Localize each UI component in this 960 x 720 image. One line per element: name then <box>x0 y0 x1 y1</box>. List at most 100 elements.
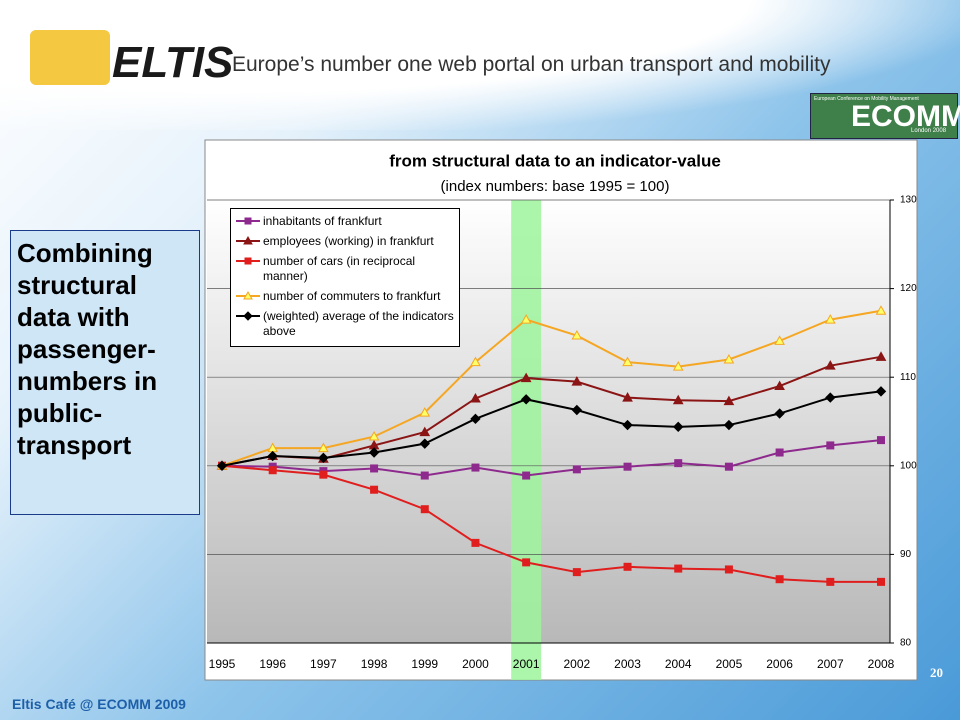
x-tick-label: 2004 <box>665 657 692 671</box>
point <box>824 314 836 324</box>
point <box>774 380 785 391</box>
point <box>244 217 252 225</box>
point <box>571 404 583 416</box>
point <box>370 464 379 473</box>
point <box>674 459 683 468</box>
point <box>774 335 785 345</box>
y-tick-label: 90 <box>900 549 912 560</box>
point <box>520 372 532 383</box>
point <box>243 311 253 321</box>
badge-small: European Conference on Mobility Manageme… <box>814 96 919 102</box>
point <box>775 448 784 457</box>
point <box>470 392 481 403</box>
x-tick-label: 2008 <box>868 657 895 671</box>
point <box>875 386 887 397</box>
point <box>724 565 733 574</box>
point <box>370 485 379 494</box>
point <box>723 395 735 406</box>
legend-label: employees (working) in frankfurt <box>263 234 434 248</box>
point <box>674 564 683 573</box>
point <box>470 356 481 367</box>
x-tick-label: 1997 <box>310 657 337 671</box>
point <box>267 450 278 462</box>
point <box>419 407 431 417</box>
series-line <box>221 439 882 477</box>
footer: Eltis Café @ ECOMM 2009 <box>12 696 186 712</box>
point <box>875 351 887 361</box>
x-tick-label: 2005 <box>716 657 743 671</box>
point <box>522 558 531 567</box>
side-text: Combining structural data with passenger… <box>10 230 200 515</box>
badge-sub: London 2008 <box>911 128 947 134</box>
point <box>420 471 429 480</box>
point <box>368 431 380 441</box>
legend-icon <box>236 290 260 300</box>
y-tick-label: 110 <box>900 372 916 383</box>
point <box>875 305 887 315</box>
point <box>825 392 836 403</box>
x-tick-label: 1996 <box>259 657 286 671</box>
point <box>471 463 480 472</box>
legend-label: inhabitants of frankfurt <box>263 214 382 228</box>
badge: European Conference on Mobility Manageme… <box>810 93 960 139</box>
y-tick-label: 80 <box>900 638 912 649</box>
point <box>775 575 784 584</box>
x-tick-label: 1998 <box>361 657 388 671</box>
point <box>723 353 735 364</box>
point <box>420 505 429 514</box>
legend-entry: employees (working) in frankfurt <box>235 234 455 249</box>
point <box>877 436 885 445</box>
y-tick-label: 100 <box>900 460 917 471</box>
point <box>672 361 684 371</box>
legend-icon <box>236 311 260 321</box>
point <box>243 235 253 245</box>
series-line <box>221 390 882 467</box>
point <box>622 356 633 367</box>
point <box>571 376 583 386</box>
highlight-band <box>511 200 542 680</box>
point <box>244 257 252 265</box>
point <box>673 421 684 433</box>
y-tick-label: 120 <box>900 283 917 294</box>
point <box>623 562 632 571</box>
badge-title: ECOMM <box>851 100 960 133</box>
x-tick-label: 2007 <box>817 657 844 671</box>
point <box>268 466 277 475</box>
point <box>419 438 430 449</box>
point <box>243 290 253 300</box>
legend-icon <box>236 257 260 265</box>
legend-icon <box>236 235 260 245</box>
legend: inhabitants of frankfurt employees (worki… <box>230 208 460 347</box>
point <box>774 408 785 419</box>
x-tick-label: 2001 <box>513 657 540 671</box>
x-tick-label: 1995 <box>209 657 236 671</box>
point <box>824 360 836 370</box>
tagline: Europe’s number one web portal on urban … <box>232 53 831 76</box>
point <box>571 330 583 340</box>
x-tick-label: 2002 <box>563 657 590 671</box>
x-tick-label: 2000 <box>462 657 489 671</box>
legend-label: (weighted) average of the indicators abo… <box>263 309 454 338</box>
logo: ELTIS <box>112 38 234 87</box>
legend-entry: inhabitants of frankfurt <box>235 214 455 229</box>
header-band <box>0 0 960 130</box>
x-tick-label: 1999 <box>411 657 438 671</box>
chart-subtitle: (index numbers: base 1995 = 100) <box>441 178 670 195</box>
legend-label: number of commuters to frankfurt <box>263 289 441 303</box>
point <box>216 460 228 472</box>
y-tick-label: 130 <box>900 195 917 206</box>
point <box>826 577 835 586</box>
logo-icon <box>30 30 110 85</box>
point <box>572 465 581 474</box>
series-line <box>221 464 881 583</box>
x-tick-label: 2003 <box>614 657 641 671</box>
point <box>470 413 481 425</box>
point <box>522 471 531 480</box>
point <box>520 394 532 405</box>
legend-entry: number of cars (in reciprocal manner) <box>235 254 455 284</box>
x-tick-label: 2006 <box>766 657 793 671</box>
point <box>368 447 380 458</box>
point <box>623 462 632 471</box>
